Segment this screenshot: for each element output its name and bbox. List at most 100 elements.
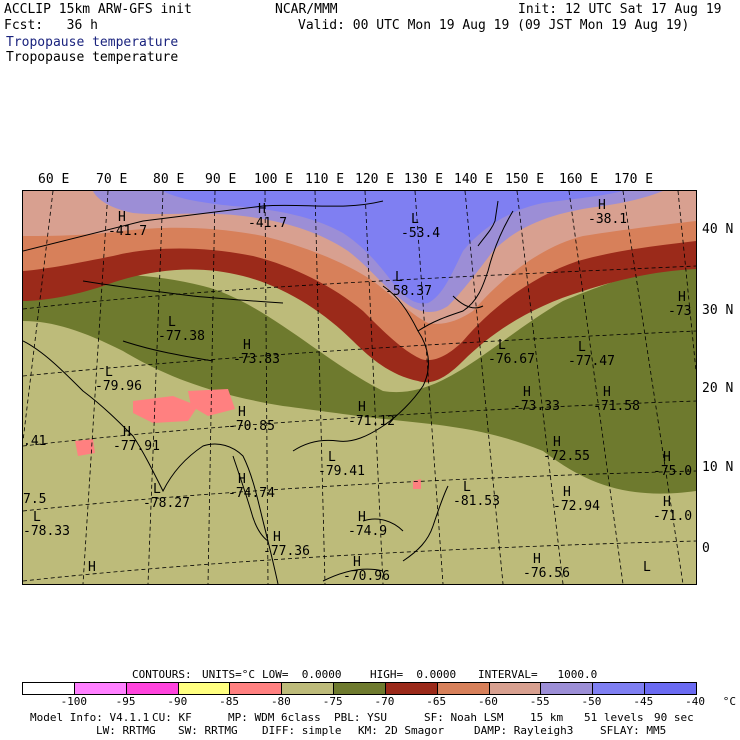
- low-marker: L: [328, 450, 336, 465]
- high-marker: H: [358, 400, 366, 415]
- colorbar-swatch: [645, 683, 696, 694]
- marker-value: -78.33: [23, 524, 70, 539]
- lat-label: 10 N: [702, 460, 734, 475]
- marker-value: -73.33: [513, 399, 560, 414]
- colorbar-tick-label: -40: [685, 695, 705, 708]
- low-marker: L: [395, 270, 403, 285]
- high-marker: H: [533, 552, 541, 567]
- marker-value: -41.7: [108, 224, 147, 239]
- lon-label: 160 E: [559, 172, 599, 187]
- shortwave-scheme: SW: RRTMG: [178, 724, 238, 737]
- high-marker: H: [273, 530, 281, 545]
- organization-label: NCAR/MMM: [275, 2, 338, 17]
- damping: DAMP: Rayleigh3: [474, 724, 574, 737]
- model-info: Model Info: V4.1.1: [30, 711, 150, 724]
- colorbar-swatch: [230, 683, 283, 694]
- cumulus-scheme: CU: KF: [152, 711, 192, 724]
- high-marker: H: [663, 450, 671, 465]
- low-marker: L: [33, 510, 41, 525]
- high-marker: H: [358, 510, 366, 525]
- marker-value: -70.85: [228, 419, 275, 434]
- low-marker: L: [498, 338, 506, 353]
- units-label: UNITS=°C: [202, 668, 255, 681]
- colorbar-swatch: [334, 683, 386, 694]
- marker-value: -70.96: [343, 569, 390, 584]
- colorbar-swatch: [385, 683, 438, 694]
- high-marker: H: [238, 405, 246, 420]
- lon-label: 150 E: [505, 172, 545, 187]
- microphysics-scheme: MP: WDM 6class: [228, 711, 321, 724]
- km-option: KM: 2D Smagor: [358, 724, 445, 737]
- tropopause-temperature-map: H -41.7 H -41.7 L -53.4 H -38.1 L -58.37 L -77.38 H -…: [22, 190, 697, 585]
- marker-value: -41.7: [248, 216, 287, 231]
- low-marker: L: [105, 365, 113, 380]
- high-marker: H: [598, 198, 606, 213]
- marker-value: 7.5: [23, 492, 46, 507]
- marker-value: -74.74: [228, 486, 275, 501]
- colorbar-swatch: [282, 683, 335, 694]
- colorbar-swatch: [74, 683, 127, 694]
- marker-value: -76.67: [488, 352, 535, 367]
- high-marker: H: [118, 210, 126, 225]
- high-marker: H: [553, 435, 561, 450]
- field-title-shaded: Tropopause temperature: [6, 35, 179, 50]
- marker-value: -79.41: [318, 464, 365, 479]
- colorbar-swatch: [541, 683, 594, 694]
- contours-label: CONTOURS:: [132, 668, 192, 681]
- low-label: LOW= 0.0000: [262, 668, 342, 681]
- lon-label: 70 E: [96, 172, 128, 187]
- low-marker: L: [153, 482, 161, 497]
- low-marker: L: [643, 560, 651, 575]
- colorbar-swatch: [489, 683, 542, 694]
- forecast-hour: Fcst: 36 h: [4, 18, 98, 33]
- high-marker: H: [243, 338, 251, 353]
- marker-value: -73.83: [233, 352, 280, 367]
- low-marker: L: [168, 315, 176, 330]
- high-label: HIGH= 0.0000: [370, 668, 457, 681]
- colorbar-swatch: [593, 683, 646, 694]
- marker-value: -71.58: [593, 399, 640, 414]
- high-marker: H: [353, 555, 361, 570]
- lon-label: 110 E: [305, 172, 345, 187]
- high-marker: H: [238, 472, 246, 487]
- longwave-scheme: LW: RRTMG: [96, 724, 156, 737]
- marker-value: -38.1: [588, 212, 627, 227]
- colorbar-tick-label: -70: [374, 695, 395, 708]
- marker-value: -71.0: [653, 509, 692, 524]
- high-marker: H: [678, 290, 686, 305]
- marker-value: -77.91: [113, 439, 160, 454]
- field-title-contour: Tropopause temperature: [6, 50, 179, 65]
- low-marker: L: [463, 480, 471, 495]
- marker-value: -58.37: [385, 284, 432, 299]
- marker-value: -74.9: [348, 524, 387, 539]
- pressure-markers: H-41.7H-41.7 L-53.4H-38.1L-58.37L-77.38H-…: [23, 198, 692, 584]
- high-marker: H: [88, 560, 96, 575]
- marker-value: -79.96: [95, 379, 142, 394]
- colorbar-swatch: [126, 683, 179, 694]
- init-time: Init: 12 UTC Sat 17 Aug 19: [518, 2, 722, 17]
- colorbar-tick-label: -50: [581, 695, 602, 708]
- marker-value: -72.94: [553, 499, 600, 514]
- lon-label: 140 E: [454, 172, 494, 187]
- colorbar-tick-label: -90: [167, 695, 188, 708]
- colorbar-tick-label: -95: [115, 695, 136, 708]
- high-marker: H: [258, 202, 266, 217]
- lon-label: 100 E: [254, 172, 294, 187]
- colorbar: [22, 682, 697, 695]
- lat-label: 30 N: [702, 303, 734, 318]
- marker-value: -75.0: [653, 464, 692, 479]
- colorbar-swatch: [437, 683, 490, 694]
- high-marker: H: [523, 385, 531, 400]
- timestep: 90 sec: [654, 711, 694, 724]
- surface-layer: SFLAY: MM5: [600, 724, 667, 737]
- resolution: 15 km: [530, 711, 564, 724]
- colorbar-tick-label: -75: [322, 695, 343, 708]
- marker-value: -81.53: [453, 494, 500, 509]
- low-marker: L: [578, 340, 586, 355]
- colorbar-tick-label: -80: [270, 695, 291, 708]
- marker-value: -77.47: [568, 354, 615, 369]
- colorbar-tick-label: -55: [529, 695, 550, 708]
- lon-label: 130 E: [404, 172, 444, 187]
- colorbar-tick-label: °C: [722, 695, 737, 708]
- pbl-scheme: PBL: YSU: [334, 711, 387, 724]
